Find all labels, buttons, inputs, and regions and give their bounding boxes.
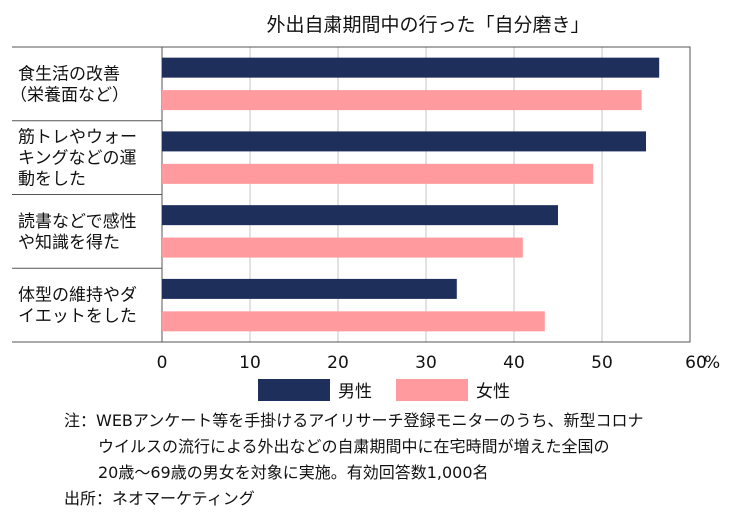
x-tick-label: 20: [327, 353, 349, 373]
x-tick-label: 0: [157, 353, 168, 373]
bar: [162, 278, 457, 299]
category-label: 読書などで感性: [18, 212, 137, 232]
note-line-1: 注：WEBアンケート等を手掛けるアイリサーチ登録モニターのうち、新型コロナ: [64, 411, 644, 430]
legend: 男性 女性: [258, 379, 510, 402]
category-label: （栄養面など）: [10, 85, 129, 105]
chart-title: 外出自粛期間中の行った「自分磨き」: [266, 14, 589, 36]
note-line-2: ウイルスの流行による外出などの自粛期間中に在宅時間が増えた全国の: [98, 437, 610, 456]
category-label: 体型の維持やダ: [18, 286, 137, 306]
category-label: 筋トレやウォー: [18, 128, 137, 148]
legend-swatch: [258, 379, 330, 401]
bar: [162, 205, 558, 226]
legend-swatch: [396, 379, 468, 401]
x-tick-label: 50: [591, 353, 613, 373]
category-label: や知識を得た: [18, 233, 120, 253]
bar: [162, 237, 523, 258]
legend-label: 男性: [338, 382, 372, 402]
bar: [162, 311, 545, 332]
x-tick-label: 40: [503, 353, 525, 373]
category-label: 食生活の改善: [18, 64, 120, 84]
plot-frame: [12, 46, 691, 343]
bar: [162, 57, 660, 78]
x-tick-label: 60: [685, 353, 707, 373]
bar: [162, 131, 646, 152]
bar: [162, 163, 594, 184]
category-label: イエットをした: [18, 307, 137, 327]
x-tick-labels: 0 10 20 30 40 50 60: [157, 353, 707, 373]
category-label: 動をした: [18, 170, 86, 190]
legend-label: 女性: [476, 382, 510, 402]
category-label: キングなどの運: [18, 149, 137, 169]
bar-chart: 外出自粛期間中の行った「自分磨き」 食生活の改善（栄養面など） 筋トレやウォーキン…: [10, 14, 720, 402]
source-line: 出所：ネオマーケティング: [64, 489, 255, 508]
bars: [162, 57, 660, 332]
note-line-3: 20歳〜69歳の男女を対象に実施。有効回答数1,000名: [98, 463, 489, 482]
unit-label: %: [704, 353, 720, 373]
x-tick-label: 10: [239, 353, 261, 373]
x-tick-label: 30: [415, 353, 437, 373]
notes: 注：WEBアンケート等を手掛けるアイリサーチ登録モニターのうち、新型コロナ ウイ…: [64, 408, 744, 512]
bar: [162, 90, 642, 111]
category-labels: 食生活の改善（栄養面など） 筋トレやウォーキングなどの運動をした読書などで感性や知…: [10, 64, 137, 326]
